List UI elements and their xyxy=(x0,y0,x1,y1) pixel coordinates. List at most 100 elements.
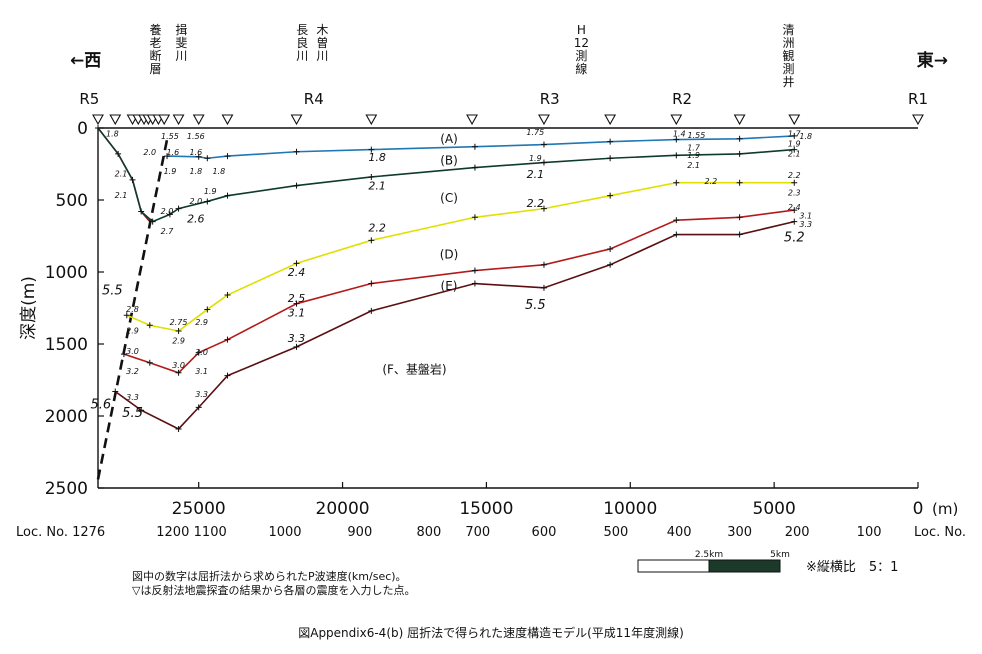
station-label: R4 xyxy=(304,90,324,108)
velocity-label: 1.8 xyxy=(368,151,386,164)
scale-bar-label-mid: 2.5km xyxy=(695,550,723,560)
data-point-marker xyxy=(540,284,547,291)
station-label: R3 xyxy=(540,90,560,108)
velocity-label: 2.0 xyxy=(189,197,202,206)
feature-label-char: 洲 xyxy=(783,36,795,50)
velocity-label: 2.6 xyxy=(187,213,205,226)
data-point-marker xyxy=(120,351,127,358)
velocity-label: 2.2 xyxy=(368,221,386,234)
data-point-marker xyxy=(471,164,478,171)
data-point-marker xyxy=(293,300,300,307)
data-point-marker xyxy=(224,192,231,199)
feature-label-char: 良 xyxy=(296,35,308,50)
loc-tick-label: 1000 xyxy=(268,525,301,540)
velocity-label: 2.3 xyxy=(788,188,801,197)
data-point-marker xyxy=(195,404,202,411)
data-point-marker xyxy=(368,280,375,287)
feature-label-char: 井 xyxy=(783,75,795,89)
data-point-marker xyxy=(540,261,547,268)
data-point-marker xyxy=(146,322,153,329)
velocity-label: 1.9 xyxy=(788,139,801,148)
data-point-marker xyxy=(149,218,156,225)
east-direction-label: 東→ xyxy=(917,50,948,71)
velocity-label: 5.2 xyxy=(784,230,805,245)
velocity-label: 1.9 xyxy=(687,151,700,160)
loc-tick-label: 500 xyxy=(603,525,628,540)
velocity-label: 2.2 xyxy=(704,177,717,186)
data-point-marker xyxy=(368,173,375,180)
x-tick-label: 0 xyxy=(913,499,924,519)
data-point-marker xyxy=(791,179,798,186)
reflection-point-marker xyxy=(604,114,617,126)
data-point-marker xyxy=(129,176,136,183)
data-point-marker xyxy=(673,231,680,238)
data-point-marker xyxy=(175,369,182,376)
velocity-label: 3.3 xyxy=(126,393,139,402)
velocity-label: 2.0 xyxy=(143,148,156,157)
feature-label-char: H xyxy=(577,23,586,37)
y-tick-label: 0 xyxy=(77,119,88,139)
velocity-label: 1.6 xyxy=(166,148,179,157)
feature-label-char: 斐 xyxy=(175,36,187,50)
data-point-marker xyxy=(540,159,547,166)
data-point-marker xyxy=(607,192,614,199)
data-point-marker xyxy=(736,150,743,157)
feature-label-char: 養 xyxy=(150,22,162,37)
velocity-label: 3.3 xyxy=(195,390,208,399)
data-point-marker xyxy=(138,407,145,414)
velocity-label: 3.0 xyxy=(126,347,139,356)
scale-bar-dark xyxy=(708,559,781,573)
feature-label-char: 測 xyxy=(575,49,587,63)
loc-tick-label: 600 xyxy=(532,525,557,540)
data-point-marker xyxy=(293,182,300,189)
data-point-marker xyxy=(368,237,375,244)
velocity-label: 2.1 xyxy=(788,149,801,158)
reflection-point-marker xyxy=(92,114,104,126)
data-point-marker xyxy=(293,343,300,350)
velocity-label: 2.4 xyxy=(788,203,801,212)
reflection-point-marker xyxy=(172,114,185,126)
velocity-label: 5.5 xyxy=(122,406,143,421)
reflection-point-marker xyxy=(109,114,122,126)
velocity-label: 2.9 xyxy=(126,327,139,336)
velocity-label: 1.8 xyxy=(212,167,225,176)
layer-label: (A) xyxy=(440,132,458,146)
velocity-label: 1.75 xyxy=(526,128,544,137)
reflection-point-marker xyxy=(466,114,478,126)
velocity-label: 1.7 xyxy=(788,129,802,138)
feature-label-char: 観 xyxy=(783,49,795,63)
velocity-label: 3.1 xyxy=(799,211,812,220)
velocity-label: 3.0 xyxy=(195,348,208,357)
loc-tick-label: 800 xyxy=(416,525,441,540)
data-point-marker xyxy=(736,214,743,221)
loc-tick-label: 1100 xyxy=(194,525,227,540)
velocity-label: 2.1 xyxy=(368,180,386,193)
data-point-marker xyxy=(736,231,743,238)
loc-label-right: Loc. No. xyxy=(914,525,966,540)
data-point-marker xyxy=(204,198,211,205)
station-label: R5 xyxy=(79,90,99,108)
reflection-point-marker xyxy=(192,114,205,126)
figure-caption: 図Appendix6-4(b) 屈折法で得られた速度構造モデル(平成11年度測線… xyxy=(298,626,684,640)
layer-label: (F、基盤岩) xyxy=(382,361,446,376)
station-label: R1 xyxy=(908,90,928,108)
loc-tick-label: 700 xyxy=(465,525,490,540)
reflection-point-marker xyxy=(221,114,234,126)
velocity-label: 5.6 xyxy=(91,397,112,412)
velocity-label: 3.1 xyxy=(288,306,306,319)
data-point-marker xyxy=(368,146,375,153)
reflection-point-marker xyxy=(290,114,303,126)
data-point-marker xyxy=(293,148,300,155)
layer-label: (E) xyxy=(441,279,458,293)
loc-tick-label: 100 xyxy=(857,525,882,540)
velocity-label: 1.7 xyxy=(687,144,701,153)
data-point-marker xyxy=(471,280,478,287)
data-point-marker xyxy=(540,141,547,148)
data-point-marker xyxy=(736,179,743,186)
feature-label-char: 清 xyxy=(783,23,795,37)
data-point-marker xyxy=(673,136,680,143)
velocity-label: 3.1 xyxy=(195,367,208,376)
layer-label: (C) xyxy=(440,191,458,205)
data-point-marker xyxy=(164,153,171,160)
velocity-label: 3.3 xyxy=(288,332,306,345)
